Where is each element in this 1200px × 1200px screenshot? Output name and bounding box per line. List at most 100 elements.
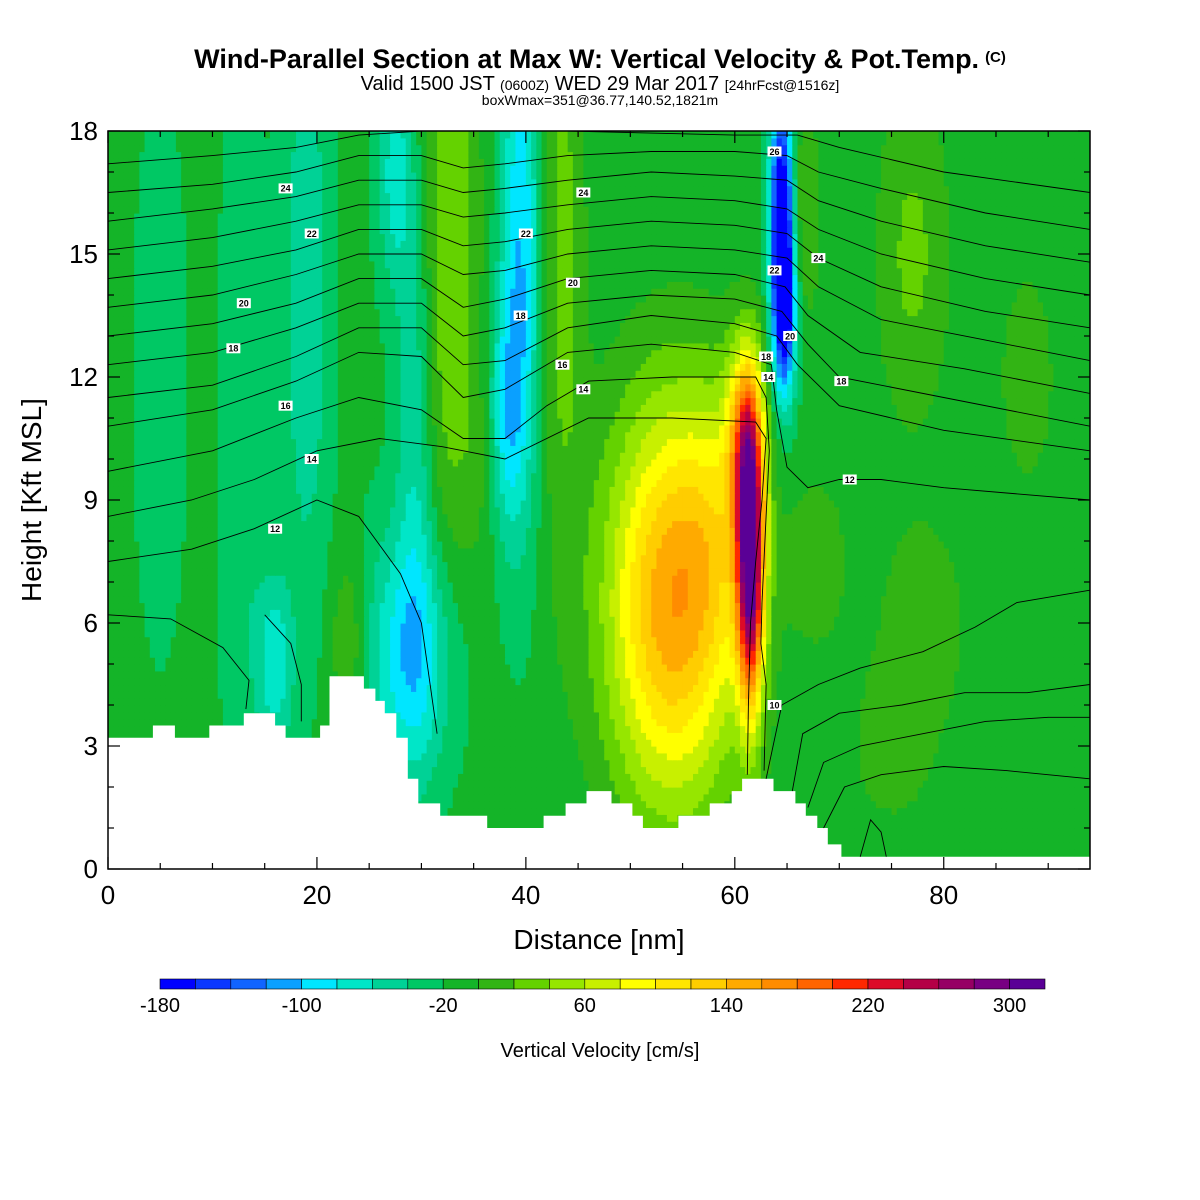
field-cell (828, 793, 835, 802)
field-cell (943, 691, 950, 699)
field-cell (609, 732, 616, 740)
field-cell (1037, 828, 1044, 836)
field-cell (1048, 773, 1055, 781)
field-cell (583, 705, 590, 713)
field-cell (854, 752, 861, 761)
field-cell (536, 773, 543, 781)
field-cell (410, 732, 417, 740)
field-cell (975, 828, 981, 836)
field-cell (463, 705, 470, 713)
field-cell (1032, 711, 1039, 720)
field-cell (599, 752, 605, 761)
field-cell (886, 793, 893, 802)
field-cell (1001, 746, 1008, 754)
field-cell (1001, 759, 1008, 768)
field-cell (854, 848, 861, 856)
field-cell (881, 739, 887, 747)
field-cell (703, 780, 710, 788)
field-cell (990, 793, 997, 802)
field-cell (854, 746, 861, 754)
field-cell (938, 828, 945, 836)
field-cell (421, 773, 428, 781)
field-cell (536, 800, 543, 809)
field-cell (839, 814, 846, 822)
field-cell (959, 752, 966, 761)
field-cell (724, 711, 731, 720)
field-cell (677, 746, 684, 754)
field-cell (875, 787, 882, 795)
field-cell (818, 711, 825, 720)
field-cell (1016, 834, 1023, 843)
field-cell (922, 725, 929, 733)
field-cell (290, 691, 297, 699)
field-cell (854, 807, 861, 815)
field-cell (969, 773, 976, 781)
field-cell (1011, 787, 1018, 795)
field-cell (854, 800, 861, 809)
field-cell (943, 718, 950, 727)
field-cell (416, 739, 422, 747)
field-cell (457, 793, 464, 802)
field-cell (1069, 766, 1075, 774)
field-cell (468, 787, 475, 795)
field-cell (980, 773, 987, 781)
field-cell (635, 725, 642, 733)
field-cell (870, 848, 877, 856)
field-cell (886, 834, 893, 843)
field-cell (379, 684, 386, 692)
field-cell (755, 739, 762, 747)
field-cell (457, 766, 464, 774)
field-cell (489, 821, 496, 829)
field-cell (578, 718, 584, 727)
field-cell (484, 698, 490, 706)
field-cell (541, 698, 548, 706)
field-cell (207, 718, 214, 727)
field-cell (238, 711, 245, 720)
field-cell (760, 711, 767, 720)
field-cell (1042, 787, 1049, 795)
field-cell (316, 698, 323, 706)
field-cell (719, 739, 725, 747)
field-cell (588, 684, 595, 692)
field-cell (948, 732, 955, 740)
field-cell (1006, 814, 1013, 822)
field-cell (165, 684, 172, 692)
field-cell (928, 814, 934, 822)
field-cell (374, 691, 381, 699)
field-cell (870, 746, 877, 754)
field-cell (818, 793, 825, 802)
field-cell (755, 766, 762, 774)
field-cell (149, 705, 156, 713)
field-cell (186, 711, 193, 720)
field-cell (661, 787, 668, 795)
field-cell (844, 705, 851, 713)
field-cell (844, 821, 851, 829)
field-cell (108, 725, 114, 733)
field-cell (875, 793, 882, 802)
field-cell (980, 698, 987, 706)
field-cell (713, 718, 720, 727)
field-cell (922, 752, 929, 761)
field-cell (860, 746, 866, 754)
field-cell (964, 725, 971, 733)
field-cell (818, 691, 825, 699)
field-cell (551, 684, 558, 692)
field-cell (546, 684, 553, 692)
field-cell (823, 705, 830, 713)
field-cell (938, 800, 945, 809)
field-cell (969, 841, 976, 850)
field-cell (557, 793, 564, 802)
field-cell (912, 752, 919, 761)
field-cell (891, 800, 898, 809)
field-cell (849, 718, 856, 727)
field-cell (405, 739, 412, 747)
field-cell (787, 746, 793, 754)
field-cell (750, 691, 757, 699)
field-cell (912, 732, 919, 740)
field-cell (844, 773, 851, 781)
field-cell (828, 800, 835, 809)
chart-title: Wind-Parallel Section at Max W: Vertical… (0, 44, 1200, 75)
field-cell (301, 725, 308, 733)
field-cell (928, 828, 934, 836)
field-cell (546, 766, 553, 774)
